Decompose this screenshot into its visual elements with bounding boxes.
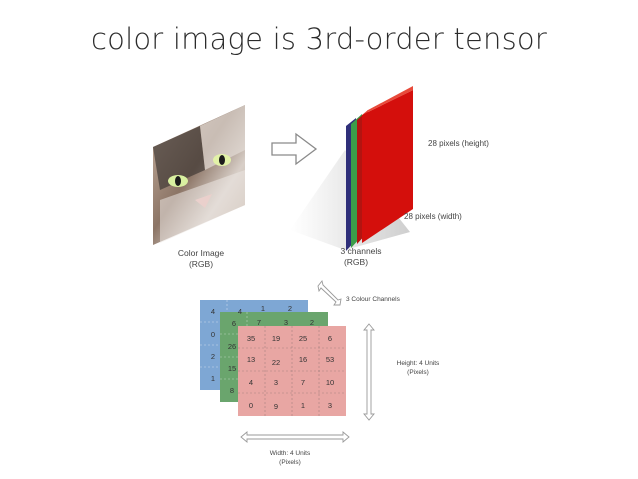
red-cell: 3 (274, 378, 278, 387)
channel-height-label: 28 pixels (height) (428, 139, 489, 148)
red-cell: 3 (328, 401, 332, 410)
red-channel-grid (238, 326, 346, 416)
channels-depth-arrow-icon (317, 280, 342, 306)
red-cell: 0 (249, 401, 253, 410)
channels-caption-line1: 3 channels (340, 246, 381, 256)
slide-title: color image is 3rd-order tensor (91, 22, 547, 56)
red-cell: 6 (328, 334, 332, 343)
blue-cell: 4 (238, 307, 242, 316)
red-cell: 10 (326, 378, 334, 387)
green-cell: 6 (232, 319, 236, 328)
height-arrow-icon (363, 323, 375, 421)
green-cell: 8 (230, 386, 234, 395)
red-cell: 35 (247, 334, 255, 343)
red-cell: 4 (249, 378, 253, 387)
channels-caption-line2: (RGB) (344, 257, 368, 267)
red-cell: 53 (326, 355, 334, 364)
color-image-caption-line2: (RGB) (189, 259, 213, 269)
red-cell: 7 (301, 378, 305, 387)
blue-cell: 4 (211, 307, 215, 316)
red-cell: 9 (274, 402, 278, 411)
green-cell: 7 (257, 318, 261, 327)
width-label-line2: (Pixels) (279, 459, 301, 466)
blue-cell: 0 (211, 330, 215, 339)
blue-cell: 2 (288, 304, 292, 313)
green-cell: 15 (228, 364, 236, 373)
red-cell: 22 (272, 358, 280, 367)
red-cell: 13 (247, 355, 255, 364)
rgb-channel-stack (290, 86, 413, 251)
width-arrow-icon (240, 431, 350, 443)
red-cell: 1 (301, 401, 305, 410)
right-arrow-icon (271, 132, 318, 166)
colour-channels-label: 3 Colour Channels (346, 296, 401, 303)
color-image-caption-line1: Color Image (178, 248, 225, 258)
blue-cell: 2 (211, 352, 215, 361)
red-cell: 25 (299, 334, 307, 343)
red-channel-layer (362, 90, 413, 243)
blue-cell: 1 (261, 304, 265, 313)
channel-width-label: 28 pixels (width) (404, 212, 462, 221)
height-label-line1: Height: 4 Units (397, 360, 440, 367)
red-cell: 16 (299, 355, 307, 364)
green-cell: 2 (310, 318, 314, 327)
green-cell: 3 (284, 318, 288, 327)
color-image-thumbnail (153, 105, 245, 245)
blue-cell: 1 (211, 374, 215, 383)
channel-grid-figure: 4 4 1 2 0 2 1 6 7 3 2 26 15 8 35 19 25 6… (200, 300, 346, 416)
height-label-line2: (Pixels) (407, 369, 429, 376)
green-cell: 26 (228, 342, 236, 351)
red-cell: 19 (272, 334, 280, 343)
width-label-line1: Width: 4 Units (270, 450, 311, 457)
